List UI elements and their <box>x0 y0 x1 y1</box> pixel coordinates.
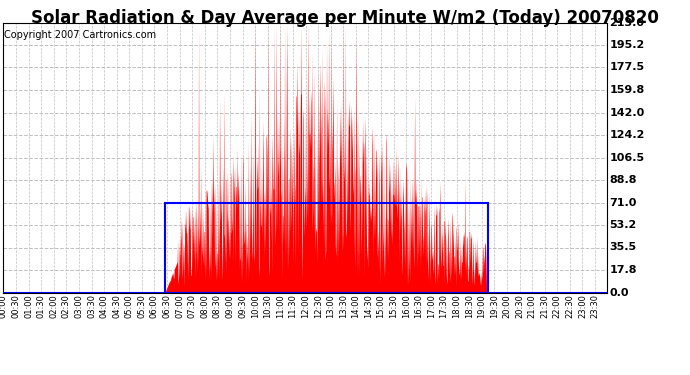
Text: 106.5: 106.5 <box>609 153 644 162</box>
Text: 17.8: 17.8 <box>609 265 637 275</box>
Text: 21:30: 21:30 <box>540 294 549 318</box>
Text: 23:00: 23:00 <box>578 294 587 318</box>
Text: 10:00: 10:00 <box>250 294 259 318</box>
Text: 07:30: 07:30 <box>188 294 197 318</box>
Text: Solar Radiation & Day Average per Minute W/m2 (Today) 20070820: Solar Radiation & Day Average per Minute… <box>31 9 659 27</box>
Text: 14:30: 14:30 <box>364 294 373 318</box>
Text: 10:30: 10:30 <box>264 294 273 318</box>
Text: 06:00: 06:00 <box>150 294 159 318</box>
Text: 13:00: 13:00 <box>326 294 335 318</box>
Text: 0.0: 0.0 <box>609 288 629 297</box>
Text: 02:00: 02:00 <box>49 294 58 318</box>
Text: 88.8: 88.8 <box>609 175 637 185</box>
Text: 08:00: 08:00 <box>200 294 209 318</box>
Bar <box>165 202 488 292</box>
Text: 09:30: 09:30 <box>238 294 247 318</box>
Text: 177.5: 177.5 <box>609 63 644 72</box>
Text: 11:00: 11:00 <box>276 294 285 318</box>
Text: 17:30: 17:30 <box>440 294 449 318</box>
Text: 22:30: 22:30 <box>565 294 574 318</box>
Text: 04:30: 04:30 <box>112 294 121 318</box>
Text: Copyright 2007 Cartronics.com: Copyright 2007 Cartronics.com <box>4 30 157 40</box>
Text: 71.0: 71.0 <box>609 198 637 207</box>
Text: 11:30: 11:30 <box>288 294 297 318</box>
Text: 12:00: 12:00 <box>301 294 310 318</box>
Text: 21:00: 21:00 <box>528 294 537 318</box>
Text: 213.0: 213.0 <box>609 18 644 27</box>
Text: 12:30: 12:30 <box>314 294 323 318</box>
Text: 142.0: 142.0 <box>609 108 644 117</box>
Text: 22:00: 22:00 <box>553 294 562 318</box>
Text: 01:30: 01:30 <box>37 294 46 318</box>
Text: 53.2: 53.2 <box>609 220 636 230</box>
Text: 195.2: 195.2 <box>609 40 644 50</box>
Text: 02:30: 02:30 <box>62 294 71 318</box>
Text: 18:30: 18:30 <box>464 294 473 318</box>
Text: 15:30: 15:30 <box>389 294 398 318</box>
Text: 16:00: 16:00 <box>402 294 411 318</box>
Text: 00:30: 00:30 <box>12 294 21 318</box>
Text: 17:00: 17:00 <box>427 294 436 318</box>
Text: 16:30: 16:30 <box>414 294 424 318</box>
Text: 13:30: 13:30 <box>339 294 348 318</box>
Text: 05:00: 05:00 <box>125 294 134 318</box>
Text: 20:00: 20:00 <box>502 294 511 318</box>
Text: 19:30: 19:30 <box>490 294 499 318</box>
Text: 124.2: 124.2 <box>609 130 644 140</box>
Text: 09:00: 09:00 <box>226 294 235 318</box>
Text: 08:30: 08:30 <box>213 294 222 318</box>
Text: 19:00: 19:00 <box>477 294 486 318</box>
Text: 00:00: 00:00 <box>0 294 8 318</box>
Text: 07:00: 07:00 <box>175 294 184 318</box>
Text: 14:00: 14:00 <box>351 294 360 318</box>
Text: 01:00: 01:00 <box>24 294 33 318</box>
Text: 23:30: 23:30 <box>591 294 600 318</box>
Text: 04:00: 04:00 <box>99 294 108 318</box>
Text: 18:00: 18:00 <box>452 294 461 318</box>
Text: 20:30: 20:30 <box>515 294 524 318</box>
Text: 35.5: 35.5 <box>609 243 636 252</box>
Text: 03:00: 03:00 <box>75 294 83 318</box>
Text: 03:30: 03:30 <box>87 294 96 318</box>
Text: 06:30: 06:30 <box>163 294 172 318</box>
Text: 05:30: 05:30 <box>137 294 146 318</box>
Text: 159.8: 159.8 <box>609 85 644 95</box>
Text: 15:00: 15:00 <box>377 294 386 318</box>
